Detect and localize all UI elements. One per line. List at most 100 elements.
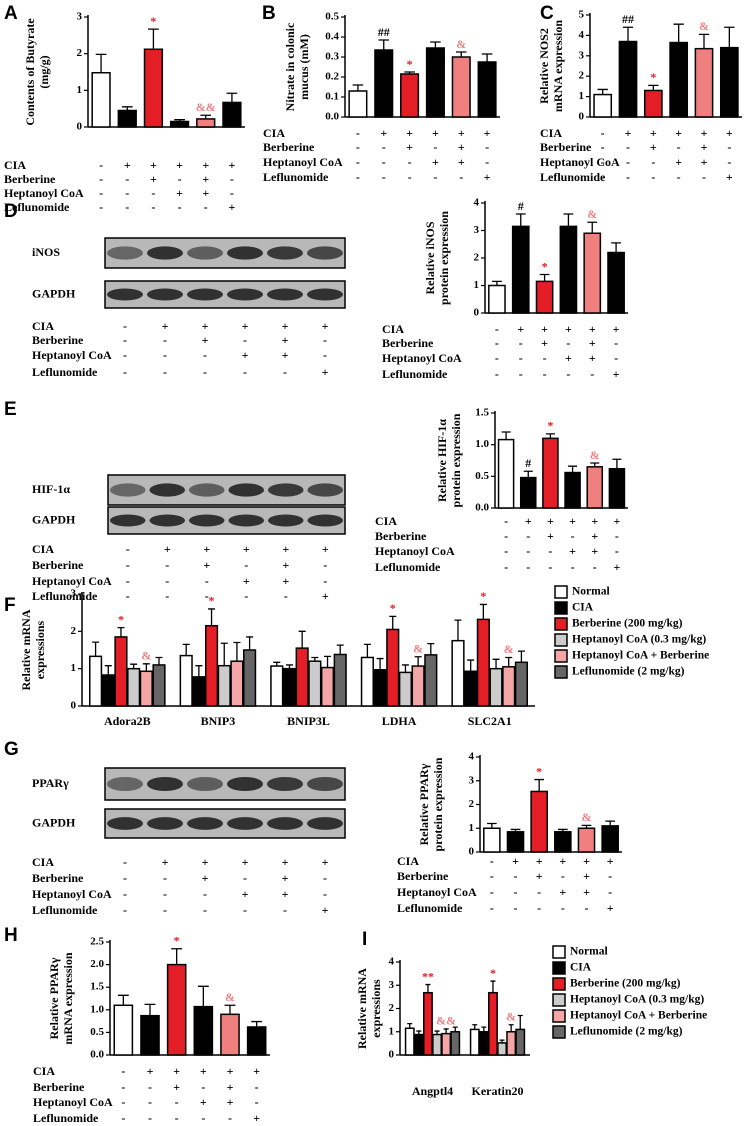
bar bbox=[608, 467, 626, 509]
y-tick-label: 4 bbox=[389, 956, 395, 968]
treatment-sign: - bbox=[163, 333, 167, 347]
bar bbox=[423, 991, 433, 1056]
error-bar bbox=[144, 1003, 156, 1016]
treatment-sign: - bbox=[125, 172, 129, 186]
blot-band bbox=[227, 776, 263, 792]
bar bbox=[469, 1028, 480, 1056]
treatment-sign: - bbox=[175, 1095, 179, 1109]
panel-label: C bbox=[540, 3, 554, 24]
treatment-sign: + bbox=[147, 1064, 154, 1078]
blot-band bbox=[267, 483, 304, 497]
error-bar bbox=[414, 656, 422, 667]
bar bbox=[464, 670, 478, 707]
bar bbox=[196, 118, 216, 128]
treatment-sign: - bbox=[601, 155, 605, 169]
bar bbox=[432, 1033, 442, 1056]
treatment-sign: - bbox=[537, 901, 541, 915]
error-bar bbox=[155, 656, 163, 665]
legend-swatch bbox=[554, 601, 568, 615]
y-tick-label: 1 bbox=[77, 84, 83, 96]
treatment-sign: - bbox=[201, 1111, 205, 1125]
error-bar bbox=[612, 458, 622, 469]
treatment-sign: - bbox=[230, 172, 234, 186]
treatment-sign: - bbox=[433, 140, 437, 154]
treatment-sign: + bbox=[701, 140, 708, 154]
treatment-label: CIA bbox=[397, 854, 419, 868]
treatment-sign: + bbox=[458, 155, 465, 169]
x-tick-label: BNIP3L bbox=[287, 714, 330, 728]
y-tick-label: 0 bbox=[71, 700, 77, 712]
y-axis-label: protein expression bbox=[431, 757, 445, 851]
treatment-sign: + bbox=[541, 336, 548, 350]
y-tick-label: 4 bbox=[474, 197, 480, 209]
bar bbox=[601, 825, 619, 853]
treatment-sign: + bbox=[200, 1095, 207, 1109]
treatment-sign: - bbox=[382, 155, 386, 169]
treatment-sign: - bbox=[126, 589, 130, 603]
blot-band bbox=[267, 246, 303, 260]
annotation: * bbox=[174, 934, 180, 948]
treatment-sign: - bbox=[283, 903, 287, 917]
y-axis-label: Nitrate in colonic bbox=[283, 22, 297, 111]
y-axis-label: protein expression bbox=[437, 211, 451, 305]
treatment-sign: + bbox=[541, 322, 548, 336]
treatment-sign: - bbox=[323, 887, 327, 901]
treatment-label: CIA bbox=[32, 319, 54, 333]
legend-swatch bbox=[552, 961, 566, 975]
treatment-sign: - bbox=[571, 560, 575, 574]
y-axis-label: Relative mRNA bbox=[355, 968, 369, 1049]
treatment-sign: + bbox=[242, 348, 249, 362]
y-tick-label: 0 bbox=[469, 846, 475, 858]
legend-swatch bbox=[552, 1009, 566, 1023]
panel-label: G bbox=[4, 739, 19, 760]
treatment-sign: - bbox=[490, 854, 494, 868]
band-label: iNOS bbox=[32, 245, 60, 259]
y-tick-label: 2 bbox=[579, 70, 585, 82]
treatment-sign: + bbox=[569, 514, 576, 528]
treatment-sign: + bbox=[227, 1064, 234, 1078]
treatment-sign: + bbox=[589, 322, 596, 336]
treatment-sign: + bbox=[536, 854, 543, 868]
treatment-sign: - bbox=[283, 365, 287, 379]
panel-label: H bbox=[4, 925, 18, 946]
treatment-sign: - bbox=[571, 529, 575, 543]
treatment-sign: + bbox=[253, 1111, 260, 1125]
treatment-sign: + bbox=[701, 155, 708, 169]
treatment-sign: - bbox=[651, 155, 655, 169]
treatment-sign: + bbox=[282, 558, 289, 572]
bar bbox=[607, 251, 625, 314]
treatment-sign: + bbox=[613, 560, 620, 574]
treatment-sign: - bbox=[677, 170, 681, 184]
treatment-sign: - bbox=[243, 903, 247, 917]
error-bar bbox=[233, 641, 241, 662]
blot-box bbox=[104, 808, 346, 839]
error-bar bbox=[452, 1026, 458, 1032]
treatment-sign: + bbox=[650, 140, 657, 154]
annotation: && bbox=[196, 100, 216, 114]
bar bbox=[506, 1031, 517, 1056]
bar bbox=[169, 120, 190, 128]
treatment-label: Berberine bbox=[32, 558, 84, 572]
band-label: GAPDH bbox=[32, 286, 76, 300]
treatment-sign: + bbox=[228, 200, 235, 214]
bar bbox=[515, 1028, 526, 1056]
treatment-sign: + bbox=[253, 1064, 260, 1078]
treatment-sign: + bbox=[559, 885, 566, 899]
treatment-sign: - bbox=[548, 544, 552, 558]
annotation: & bbox=[590, 448, 600, 462]
blot-band bbox=[307, 288, 343, 301]
y-tick-label: 1 bbox=[469, 822, 475, 834]
error-bar bbox=[490, 980, 496, 993]
y-tick-label: 0 bbox=[579, 111, 585, 123]
annotation: ## bbox=[378, 25, 390, 39]
y-tick-label: 2.0 bbox=[90, 958, 104, 970]
treatment-sign: - bbox=[203, 887, 207, 901]
error-bar bbox=[389, 615, 397, 630]
y-tick-label: 4 bbox=[579, 29, 585, 41]
bar bbox=[398, 671, 413, 707]
treatment-sign: + bbox=[242, 887, 249, 901]
error-bar bbox=[430, 41, 441, 48]
bar bbox=[404, 1027, 415, 1056]
treatment-sign: - bbox=[561, 869, 565, 883]
treatment-sign: - bbox=[203, 348, 207, 362]
